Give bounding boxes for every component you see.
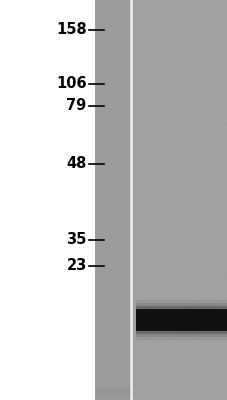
Bar (94, 387, 131, 394)
Bar (94, 389, 131, 396)
Bar (94, 388, 131, 395)
Bar (94, 390, 131, 397)
Bar (94, 392, 131, 398)
Text: 48: 48 (66, 156, 86, 172)
Bar (94, 389, 131, 396)
Bar (94, 388, 131, 395)
Bar (94, 387, 131, 394)
Bar (94, 388, 131, 395)
Bar (94, 389, 131, 395)
Bar (94, 0, 131, 400)
Bar (94, 393, 131, 400)
Bar (94, 389, 131, 396)
Bar (94, 389, 131, 396)
Bar (94, 387, 131, 394)
Bar (94, 388, 131, 394)
Bar (94, 392, 131, 399)
Bar (94, 390, 131, 397)
Bar (94, 388, 131, 394)
Text: 158: 158 (56, 22, 86, 38)
Bar (94, 391, 131, 398)
Bar (94, 389, 131, 396)
Bar (94, 389, 131, 396)
Bar (94, 391, 131, 397)
Bar (94, 393, 131, 400)
Bar (94, 391, 131, 398)
Bar (94, 390, 131, 396)
Bar (94, 390, 131, 396)
Text: 106: 106 (56, 76, 86, 92)
Bar (135, 306, 227, 334)
Bar (94, 391, 131, 398)
Bar (94, 388, 131, 394)
Bar (94, 391, 131, 398)
Text: 35: 35 (66, 232, 86, 248)
Bar (94, 390, 131, 397)
Bar (94, 390, 131, 397)
Bar (94, 390, 131, 397)
Bar (135, 300, 227, 340)
Bar (94, 388, 131, 395)
Bar (94, 388, 131, 394)
Text: 79: 79 (66, 98, 86, 114)
Bar (94, 390, 131, 396)
Bar (94, 388, 131, 395)
Bar (94, 387, 131, 394)
Bar (94, 392, 131, 398)
Bar (94, 392, 131, 398)
Bar (135, 303, 227, 337)
Bar (94, 392, 131, 399)
Bar (94, 390, 131, 397)
Bar (94, 393, 131, 400)
Bar (94, 392, 131, 398)
Bar (94, 392, 131, 399)
Bar (94, 393, 131, 400)
Bar (94, 391, 131, 398)
Bar (131, 0, 227, 400)
Bar (94, 392, 131, 399)
Bar (94, 393, 131, 400)
Bar (94, 392, 131, 399)
Bar (94, 387, 131, 394)
Bar (94, 388, 131, 394)
Bar (94, 392, 131, 398)
Bar (94, 393, 131, 400)
Bar (135, 309, 227, 331)
Text: 23: 23 (66, 258, 86, 274)
Bar (94, 390, 131, 396)
Bar (94, 388, 131, 395)
Bar (94, 393, 131, 399)
Bar (94, 390, 131, 396)
Bar (94, 387, 131, 394)
Bar (94, 391, 131, 398)
Bar (94, 392, 131, 399)
